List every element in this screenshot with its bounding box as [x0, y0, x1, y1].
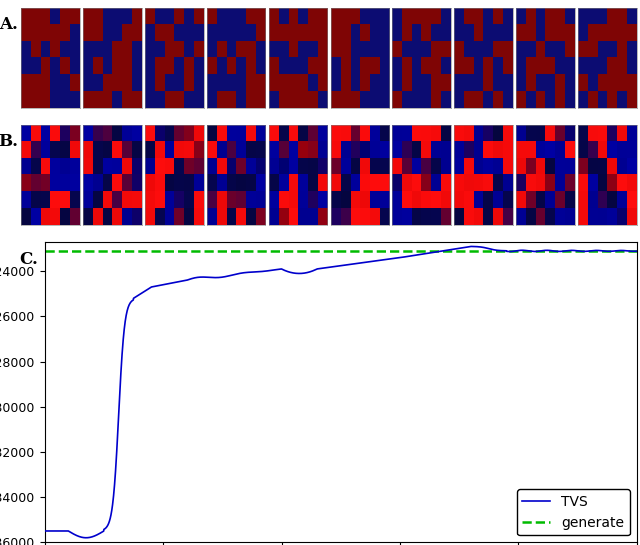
Text: B.: B.: [0, 133, 18, 150]
TVS: [144, 286, 152, 293]
Text: A.: A.: [0, 16, 18, 33]
TVS: [621, 247, 629, 254]
generate: [42, 247, 50, 254]
Legend: TVS, generate: TVS, generate: [517, 489, 630, 535]
TVS: [467, 243, 475, 250]
TVS: [558, 248, 566, 255]
Line: TVS: TVS: [45, 246, 637, 538]
generate: [41, 247, 49, 254]
TVS: [83, 535, 90, 541]
TVS: [41, 528, 49, 534]
TVS: [109, 503, 116, 510]
TVS: [268, 267, 276, 274]
TVS: [633, 248, 640, 255]
Text: C.: C.: [20, 251, 38, 268]
TVS: [294, 270, 301, 277]
